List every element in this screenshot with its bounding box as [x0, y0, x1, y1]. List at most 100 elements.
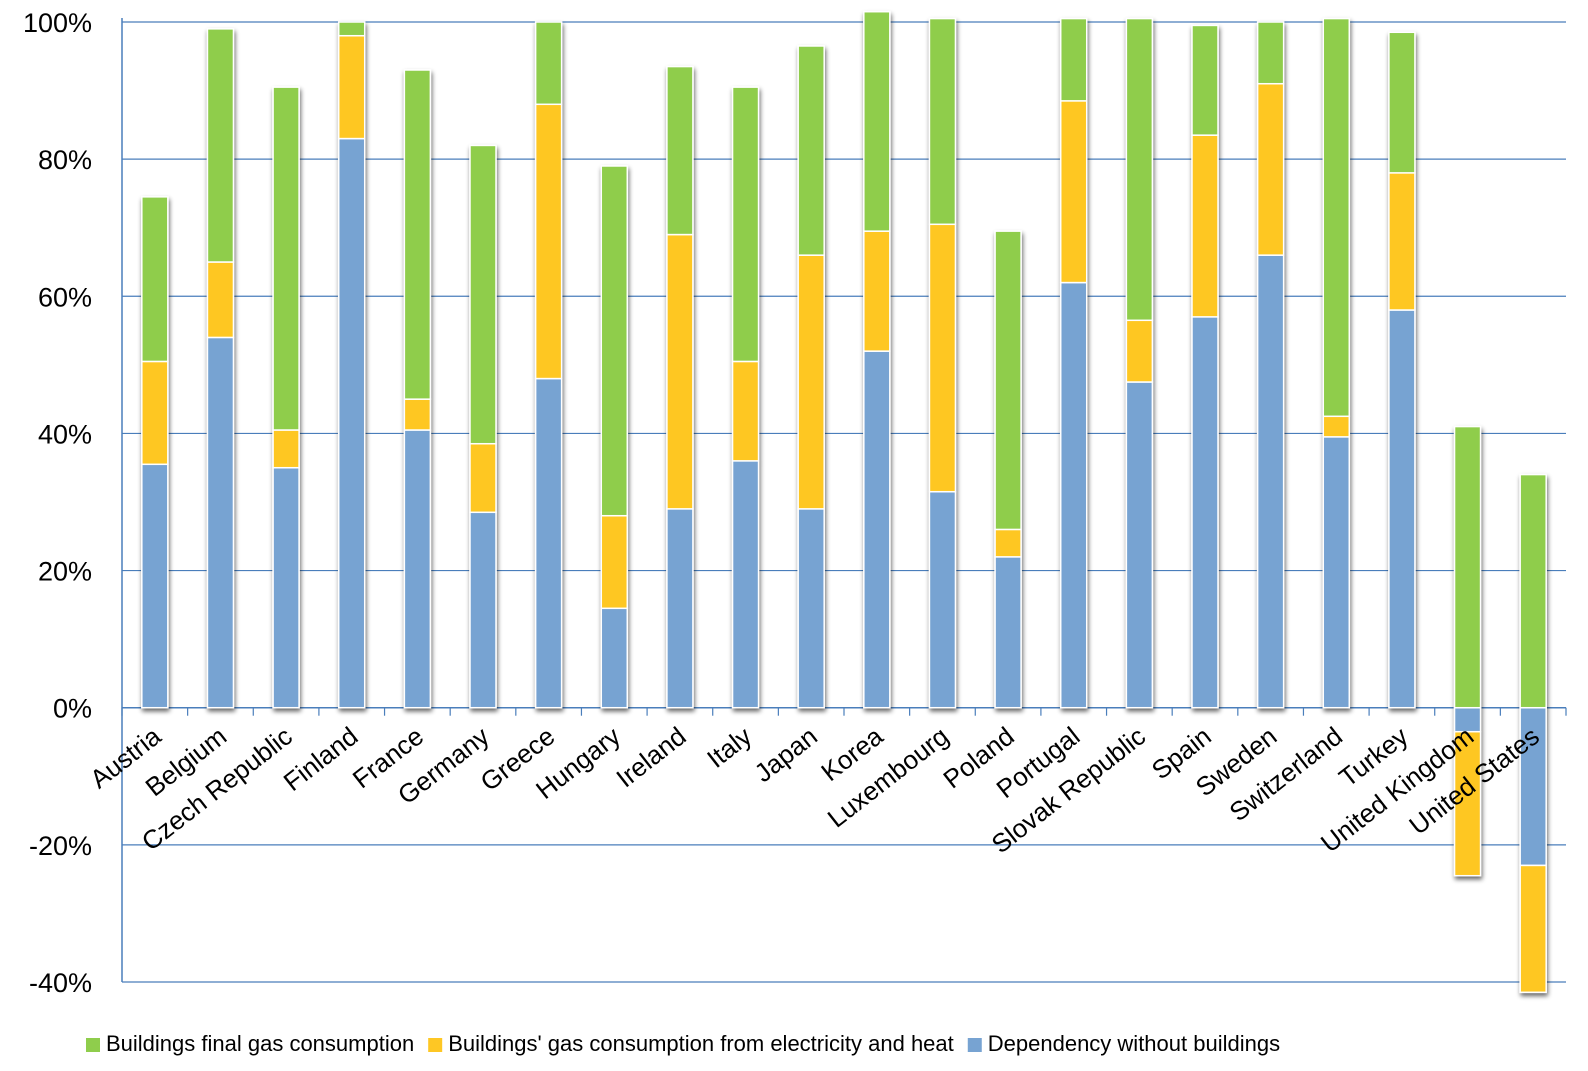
bar-segment-electricity-heat: [1388, 172, 1416, 311]
bar-segment-final-gas: [863, 10, 891, 232]
bar-segment-dependency: [1191, 316, 1219, 709]
legend-swatch: [428, 1038, 443, 1052]
bar-segment-dependency: [731, 460, 760, 709]
bar-stack-united-kingdom: [1453, 425, 1482, 877]
y-tick-label: 80%: [38, 145, 92, 175]
bar-segment-dependency: [1125, 381, 1154, 709]
bar-segment-final-gas: [337, 21, 366, 37]
y-tick-label: 40%: [38, 419, 92, 449]
bar-segment-final-gas: [1388, 31, 1416, 174]
bar-segment-dependency: [1256, 254, 1285, 709]
bar-stack-ireland: [666, 65, 694, 709]
legend-label: Buildings final gas consumption: [106, 1031, 414, 1056]
y-tick-label: 60%: [38, 282, 92, 312]
bar-segment-final-gas: [1256, 21, 1285, 85]
bar-stack-slovak-republic: [1125, 17, 1154, 709]
bar-segment-dependency: [797, 508, 825, 709]
bar-segment-electricity-heat: [600, 514, 629, 610]
bar-segment-dependency: [141, 463, 169, 709]
bar-segment-final-gas: [403, 69, 432, 400]
bar-segment-final-gas: [141, 196, 169, 363]
bar-stack-czech-republic: [272, 86, 300, 709]
bar-segment-final-gas: [797, 45, 825, 256]
bar-segment-dependency: [1059, 281, 1088, 709]
bar-segment-electricity-heat: [141, 360, 169, 466]
bar-segment-final-gas: [1059, 17, 1088, 102]
bar-segment-dependency: [600, 607, 629, 709]
bar-segment-final-gas: [534, 21, 563, 106]
legend-swatch: [86, 1038, 100, 1052]
bar-segment-final-gas: [1453, 425, 1482, 709]
bar-segment-electricity-heat: [1519, 864, 1547, 994]
bar-segment-electricity-heat: [1256, 82, 1285, 256]
legend-swatch: [967, 1038, 982, 1052]
bar-segment-electricity-heat: [863, 230, 891, 352]
bar-stack-hungary: [600, 165, 629, 709]
y-axis-tick-labels: -40% -20% 0% 20% 40% 60% 80% 100%: [23, 8, 92, 998]
bar-segment-electricity-heat: [1322, 415, 1351, 438]
bar-stack-finland: [337, 21, 366, 709]
bar-segment-dependency: [1453, 706, 1482, 733]
bar-segment-electricity-heat: [797, 254, 825, 510]
bar-segment-final-gas: [666, 65, 694, 236]
bar-segment-dependency: [863, 350, 891, 709]
bar-stack-luxembourg: [928, 17, 957, 709]
bar-segment-electricity-heat: [1125, 319, 1154, 383]
bar-segment-final-gas: [272, 86, 300, 431]
bar-segment-electricity-heat: [469, 442, 497, 514]
bar-stack-turkey: [1388, 31, 1416, 709]
legend-label: Buildings' gas consumption from electric…: [448, 1031, 954, 1056]
bar-segment-electricity-heat: [1191, 134, 1219, 318]
legend: Buildings final gas consumption Buildings…: [86, 1031, 1280, 1056]
bar-segment-electricity-heat: [731, 360, 760, 462]
y-tick-label: 100%: [23, 8, 92, 38]
legend-label: Dependency without buildings: [988, 1031, 1280, 1056]
bar-stack-korea: [863, 10, 891, 709]
bar-stack-germany: [469, 144, 497, 709]
bar-segment-dependency: [1388, 309, 1416, 709]
bar-segment-electricity-heat: [534, 103, 563, 380]
bar-segment-electricity-heat: [403, 398, 432, 431]
bar-stack-austria: [141, 196, 169, 709]
bar-segment-dependency: [206, 336, 235, 709]
category-label: Japan: [749, 721, 823, 788]
bar-stack-france: [403, 69, 432, 709]
bar-segment-final-gas: [1125, 17, 1154, 322]
bar-segment-dependency: [534, 377, 563, 709]
bar-segment-dependency: [403, 429, 432, 709]
y-tick-label: 20%: [38, 557, 92, 587]
bar-segment-final-gas: [600, 165, 629, 517]
bar-segment-dependency: [1322, 436, 1351, 709]
bar-stack-spain: [1191, 24, 1219, 709]
category-label: Ireland: [610, 721, 691, 794]
bar-stack-united-states: [1519, 473, 1547, 994]
bar-segment-final-gas: [994, 230, 1022, 531]
bar-segment-electricity-heat: [666, 233, 694, 510]
bar-stack-greece: [534, 21, 563, 709]
bar-segment-electricity-heat: [206, 261, 235, 339]
bar-segment-final-gas: [1191, 24, 1219, 136]
bar-stack-portugal: [1059, 17, 1088, 709]
y-tick-label: 0%: [53, 694, 92, 724]
bar-stack-switzerland: [1322, 17, 1351, 709]
bar-segment-final-gas: [469, 144, 497, 445]
bar-segment-final-gas: [1519, 473, 1547, 709]
bar-segment-electricity-heat: [928, 223, 957, 493]
bar-stack-sweden: [1256, 21, 1285, 709]
bar-segment-dependency: [469, 511, 497, 709]
bar-stack-poland: [994, 230, 1022, 709]
bar-segment-dependency: [994, 556, 1022, 709]
bar-segment-dependency: [272, 466, 300, 709]
bar-segment-electricity-heat: [1059, 100, 1088, 284]
bar-segment-dependency: [666, 508, 694, 709]
bar-stack-italy: [731, 86, 760, 709]
bar-segment-final-gas: [731, 86, 760, 363]
bars: [141, 10, 1547, 994]
bar-segment-dependency: [928, 490, 957, 709]
bar-segment-electricity-heat: [1453, 730, 1482, 877]
category-label: Finland: [278, 721, 364, 797]
bar-segment-electricity-heat: [272, 429, 300, 469]
bar-segment-final-gas: [928, 17, 957, 226]
